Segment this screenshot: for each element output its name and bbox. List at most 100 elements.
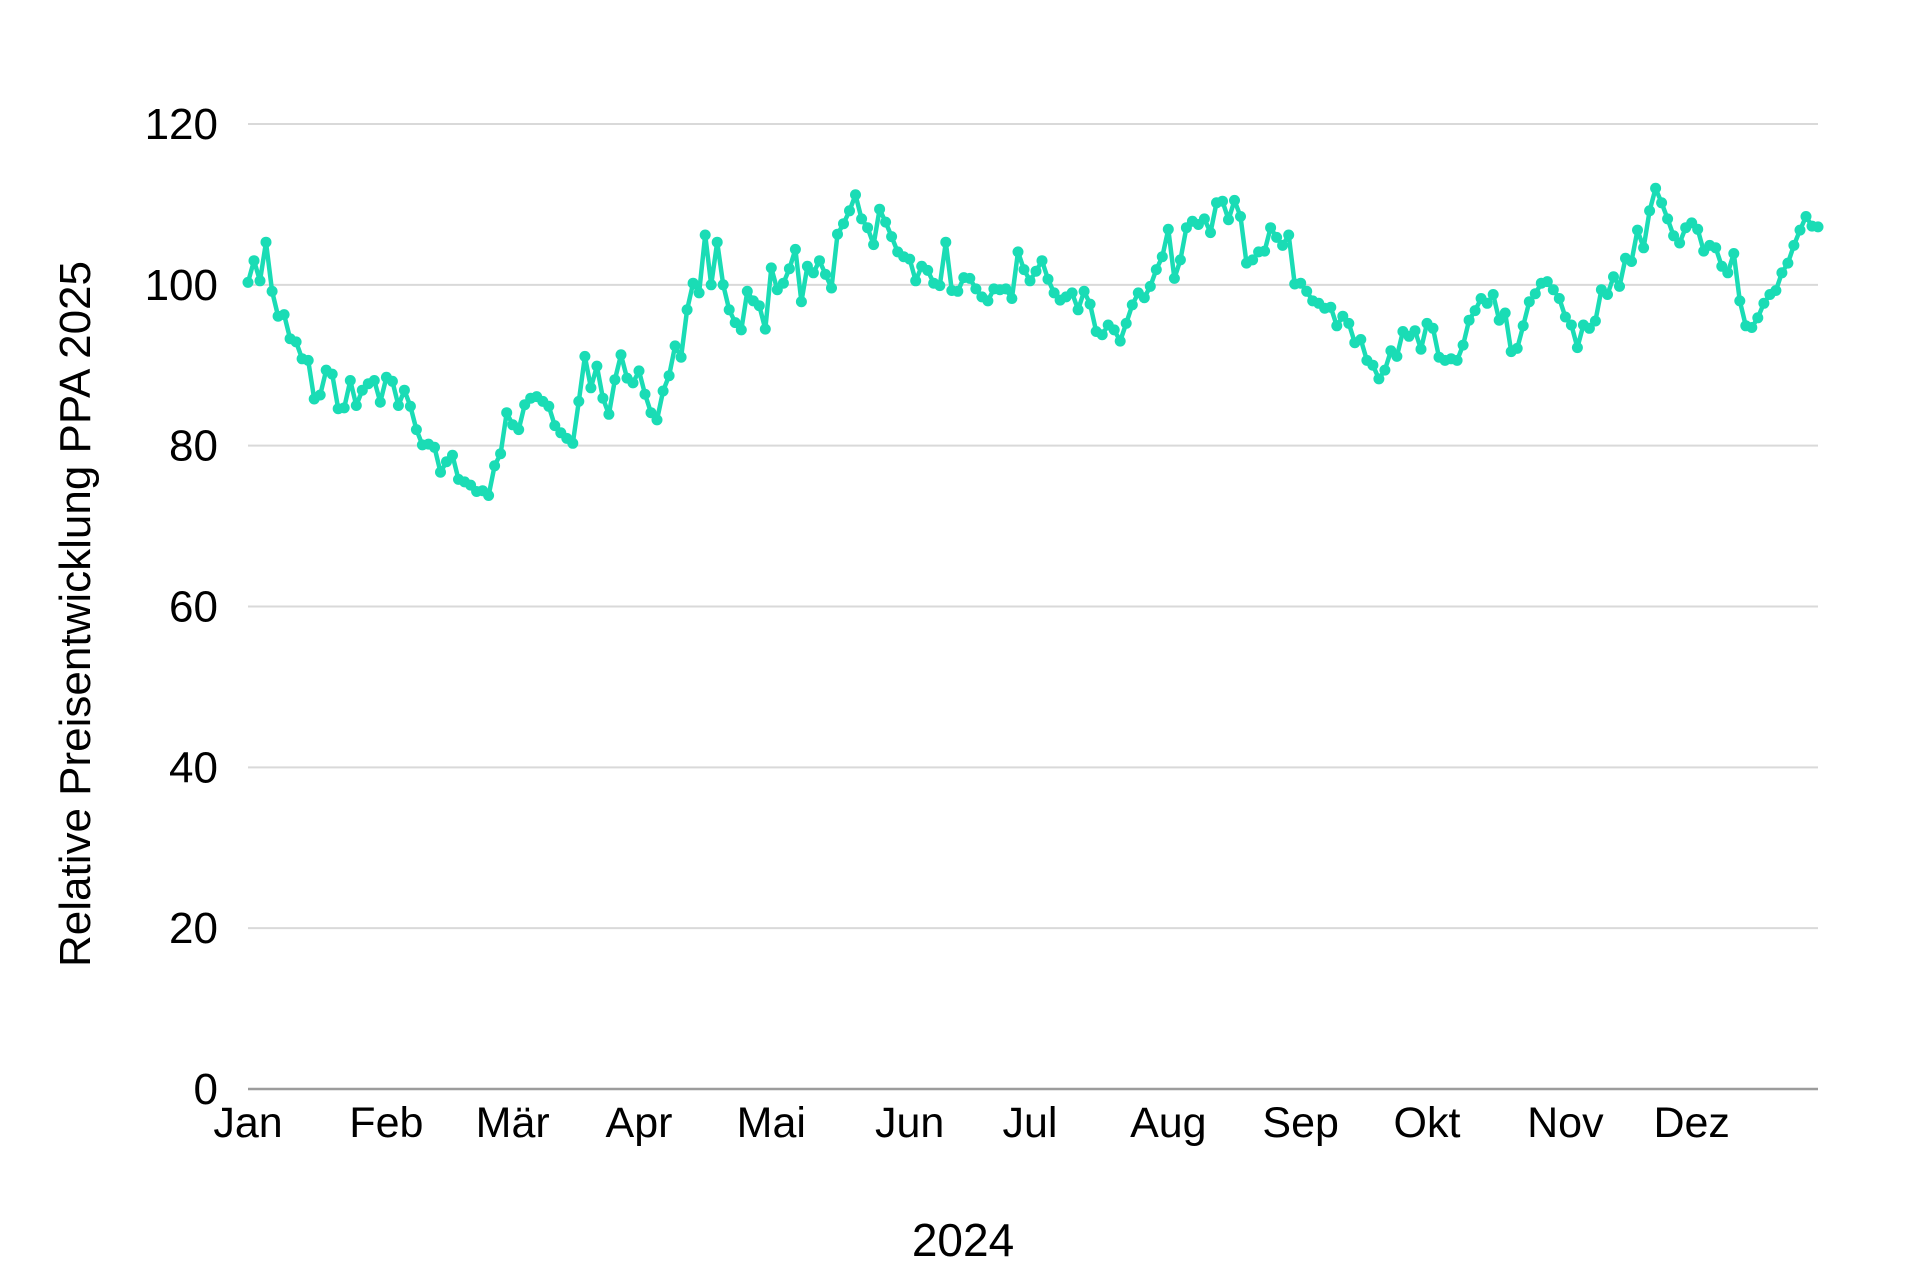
data-point <box>1529 288 1541 300</box>
data-point <box>1066 287 1078 299</box>
data-point <box>1235 211 1246 222</box>
data-point <box>1409 325 1421 337</box>
data-point <box>1042 273 1054 285</box>
data-point <box>495 448 507 460</box>
y-tick-label: 40 <box>169 743 218 792</box>
data-point <box>1517 320 1529 332</box>
data-point <box>374 396 386 408</box>
data-point <box>1301 285 1313 297</box>
data-point <box>603 408 615 420</box>
data-point <box>1144 280 1156 292</box>
data-point <box>1800 211 1812 222</box>
data-point <box>1794 224 1806 236</box>
data-point <box>1229 194 1240 206</box>
x-tick-label-mär: Mär <box>476 1099 550 1147</box>
data-point <box>723 304 735 316</box>
data-point <box>1223 214 1234 226</box>
y-tick-label: 0 <box>194 1065 218 1114</box>
data-point <box>1632 224 1643 236</box>
data-point <box>1006 293 1018 304</box>
data-point <box>1391 350 1403 362</box>
data-point <box>910 275 922 287</box>
data-point <box>1000 283 1012 295</box>
data-point <box>1589 315 1601 327</box>
data-point <box>934 280 946 292</box>
data-point <box>777 277 789 289</box>
data-point <box>1337 310 1349 322</box>
data-point <box>1120 317 1132 329</box>
data-point <box>1156 251 1168 263</box>
price-line-series <box>242 182 1824 501</box>
data-point <box>1553 293 1565 304</box>
data-point <box>627 377 639 389</box>
data-point <box>789 243 801 255</box>
data-point <box>609 374 621 386</box>
data-point <box>729 317 741 329</box>
y-axis-tick-labels: 0 20 40 60 80 100 120 <box>145 100 218 1114</box>
data-point <box>1469 305 1481 317</box>
data-point <box>783 263 795 275</box>
y-tick-label: 80 <box>169 422 218 471</box>
x-tick-label-sep: Sep <box>1262 1099 1339 1147</box>
data-point <box>795 296 807 308</box>
y-tick-label: 120 <box>145 100 218 149</box>
data-point <box>338 402 350 414</box>
data-point <box>1343 317 1355 329</box>
data-point <box>1541 276 1553 288</box>
data-point <box>1547 284 1559 296</box>
data-point <box>1331 320 1343 332</box>
data-point <box>248 255 260 267</box>
data-point <box>651 414 663 426</box>
data-point <box>1746 322 1758 333</box>
data-point <box>952 285 964 297</box>
data-point <box>1030 265 1042 277</box>
data-point <box>1126 299 1138 311</box>
data-point <box>501 407 513 419</box>
data-point <box>1271 231 1283 243</box>
data-point <box>1674 237 1686 249</box>
data-point <box>386 375 398 387</box>
data-point <box>982 295 994 307</box>
data-point <box>1451 354 1463 366</box>
data-point <box>1644 205 1656 217</box>
data-point <box>741 285 753 297</box>
x-tick-label-feb: Feb <box>349 1099 423 1147</box>
data-point <box>1565 319 1577 331</box>
data-point <box>435 466 446 478</box>
data-point <box>1217 195 1228 207</box>
data-point <box>326 368 338 380</box>
x-axis-title: 2024 <box>912 1214 1014 1266</box>
data-point <box>820 268 831 280</box>
data-point <box>314 389 326 401</box>
data-point <box>404 400 416 412</box>
data-point <box>1523 296 1535 308</box>
data-point <box>639 388 651 400</box>
data-point <box>1247 254 1259 266</box>
data-point <box>1084 298 1096 310</box>
x-tick-label-okt: Okt <box>1394 1099 1461 1147</box>
data-point <box>1770 285 1782 296</box>
data-point <box>1668 230 1680 242</box>
data-point <box>1373 373 1385 385</box>
data-point <box>1608 271 1619 283</box>
x-tick-label-nov: Nov <box>1527 1099 1604 1147</box>
data-point <box>645 407 657 419</box>
data-point <box>1024 275 1036 287</box>
data-point <box>844 205 855 217</box>
data-point <box>266 285 278 297</box>
data-point <box>260 236 272 248</box>
data-point <box>1752 312 1764 324</box>
data-point <box>1782 257 1794 269</box>
data-point <box>832 228 843 240</box>
data-point <box>1114 335 1126 347</box>
data-point <box>693 287 705 299</box>
data-point <box>1583 322 1595 334</box>
data-point <box>1295 277 1307 289</box>
data-point <box>1096 329 1108 341</box>
y-tick-label: 20 <box>169 904 218 953</box>
data-point <box>302 354 314 366</box>
data-point <box>970 283 982 295</box>
data-point <box>549 420 561 432</box>
